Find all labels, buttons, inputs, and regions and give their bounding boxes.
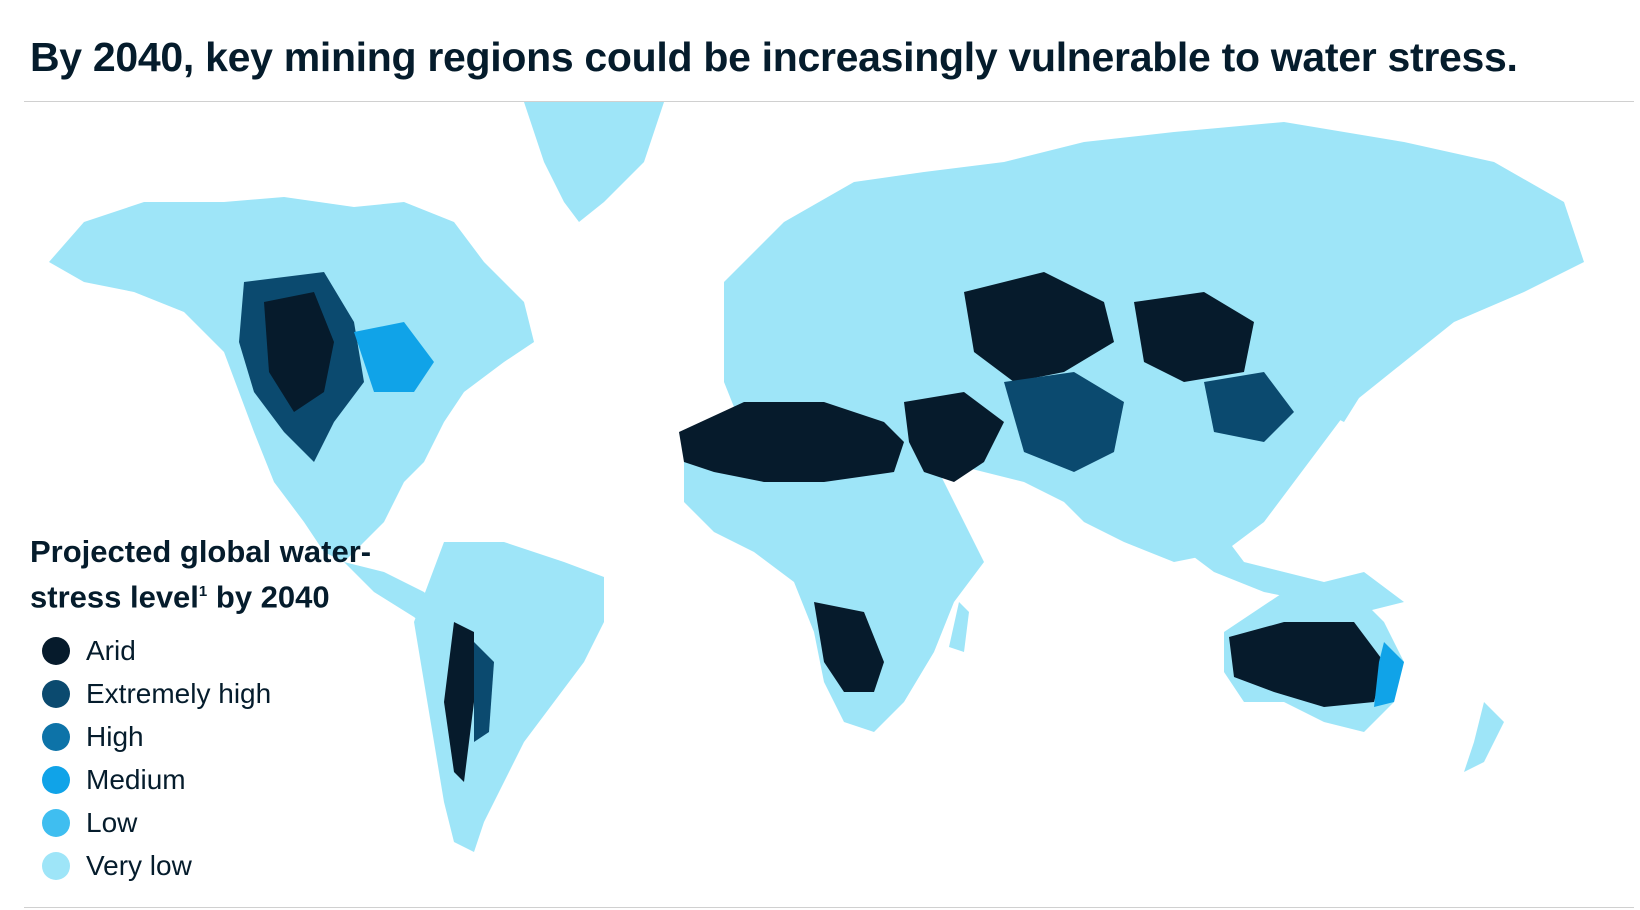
japan (1324, 342, 1369, 422)
legend-label: Low (86, 806, 138, 838)
new-zealand (1464, 702, 1504, 772)
top-divider (24, 101, 1634, 102)
legend-swatch-medium (42, 765, 70, 794)
legend-item: Medium (30, 758, 450, 801)
stress-region-southern-africa (814, 602, 884, 692)
madagascar (949, 602, 969, 652)
legend-title-line2-suffix: by 2040 (207, 579, 330, 615)
legend-item: Arid (30, 629, 450, 672)
legend-swatch-arid (42, 636, 70, 665)
page-title: By 2040, key mining regions could be inc… (30, 34, 1518, 80)
africa (684, 402, 984, 732)
legend-label: Arid (86, 634, 136, 666)
stress-region-china-high (1204, 372, 1294, 442)
legend-swatch-high (42, 722, 70, 751)
stress-region-south-america-high (474, 642, 494, 742)
legend-title: Projected global water- stress level1 by… (30, 532, 450, 617)
stress-region-asia-extremely-high (1004, 372, 1124, 472)
world-map (49, 102, 1584, 852)
greenland (524, 102, 664, 222)
legend-label: Medium (86, 763, 186, 795)
legend-item: High (30, 715, 450, 758)
footnote-marker: 1 (198, 583, 208, 600)
stress-region-middle-east (904, 392, 1004, 482)
legend-label: Extremely high (86, 677, 272, 709)
legend-label: Very low (86, 849, 192, 881)
legend-title-line1: Projected global water- (30, 534, 372, 569)
legend-swatch-very-low (42, 851, 70, 880)
legend-item: Extremely high (30, 672, 450, 715)
stress-region-sahara (679, 402, 904, 482)
legend-item: Very low (30, 844, 450, 887)
map-legend: Projected global water- stress level1 by… (30, 532, 450, 887)
stress-region-south-america (444, 622, 474, 782)
bottom-divider (24, 907, 1634, 908)
legend-swatch-extremely-high (42, 679, 70, 708)
stress-region-north-america-medium (354, 322, 434, 392)
stress-region-north-america-arid (264, 292, 334, 412)
legend-label: High (86, 720, 144, 752)
stress-region-central-asia (964, 272, 1114, 382)
stress-region-australia-medium (1374, 642, 1404, 707)
stress-region-australia (1229, 622, 1384, 707)
stress-overlays (239, 272, 1404, 782)
legend-title-line2: stress level (30, 579, 199, 615)
legend-list: Arid Extremely high High Medium Low Very… (30, 629, 450, 887)
legend-item: Low (30, 801, 450, 844)
legend-swatch-low (42, 808, 70, 837)
stress-region-mongolia-china (1134, 292, 1254, 382)
